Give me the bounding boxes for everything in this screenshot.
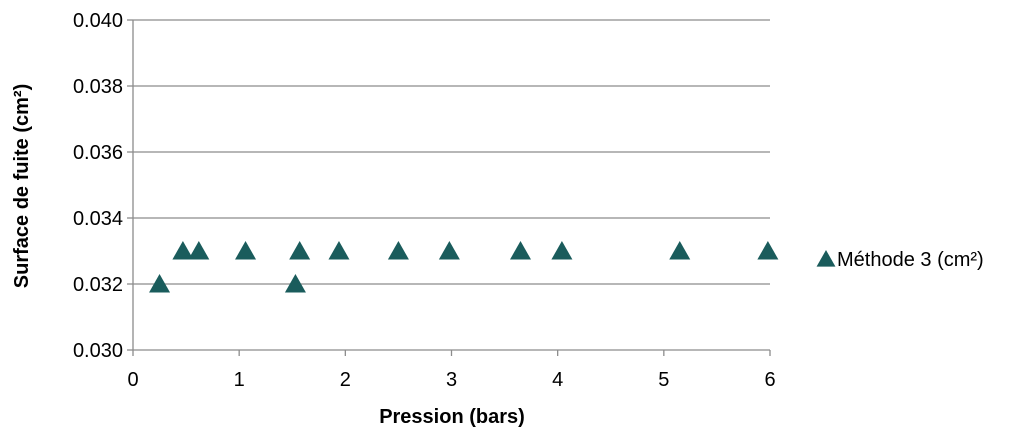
legend-triangle-marker: [816, 250, 836, 267]
x-axis-title: Pression (bars): [379, 406, 525, 428]
y-tick-label: 0.030: [73, 340, 123, 362]
data-point: [438, 241, 460, 260]
data-point: [188, 241, 210, 260]
y-tick-label: 0.032: [73, 274, 123, 296]
data-point: [235, 241, 257, 260]
data-point: [510, 241, 532, 260]
y-tick-label: 0.038: [73, 76, 123, 98]
y-tick-labels: 0.030 0.032 0.034 0.036 0.038 0.040: [73, 10, 123, 362]
data-points: [149, 241, 779, 293]
x-tick-label: 5: [658, 369, 669, 391]
data-point: [289, 241, 311, 260]
data-point: [328, 241, 350, 260]
x-tick-label: 2: [340, 369, 351, 391]
legend: Méthode 3 (cm²): [816, 249, 984, 271]
x-tick-labels: 0 1 2 3 4 5 6: [127, 369, 775, 391]
data-point: [284, 274, 306, 293]
x-tick-label: 3: [446, 369, 457, 391]
data-point: [387, 241, 409, 260]
x-tick-label: 4: [552, 369, 563, 391]
y-tick-label: 0.040: [73, 10, 123, 32]
y-tick-label: 0.034: [73, 208, 123, 230]
data-point: [149, 274, 171, 293]
data-point: [172, 241, 194, 260]
legend-label: Méthode 3 (cm²): [837, 249, 984, 271]
grid-lines: [133, 19, 770, 285]
x-tick-label: 1: [234, 369, 245, 391]
data-point: [551, 241, 573, 260]
data-point: [757, 241, 779, 260]
axes: [127, 19, 771, 356]
y-axis-title: Surface de fuite (cm²): [11, 84, 33, 288]
x-tick-label: 6: [764, 369, 775, 391]
x-tick-label: 0: [127, 369, 138, 391]
y-tick-label: 0.036: [73, 142, 123, 164]
data-point: [669, 241, 691, 260]
